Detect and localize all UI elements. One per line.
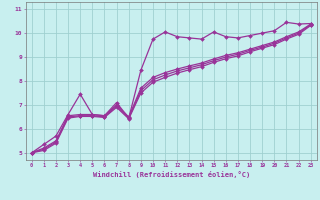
X-axis label: Windchill (Refroidissement éolien,°C): Windchill (Refroidissement éolien,°C) [92, 171, 250, 178]
